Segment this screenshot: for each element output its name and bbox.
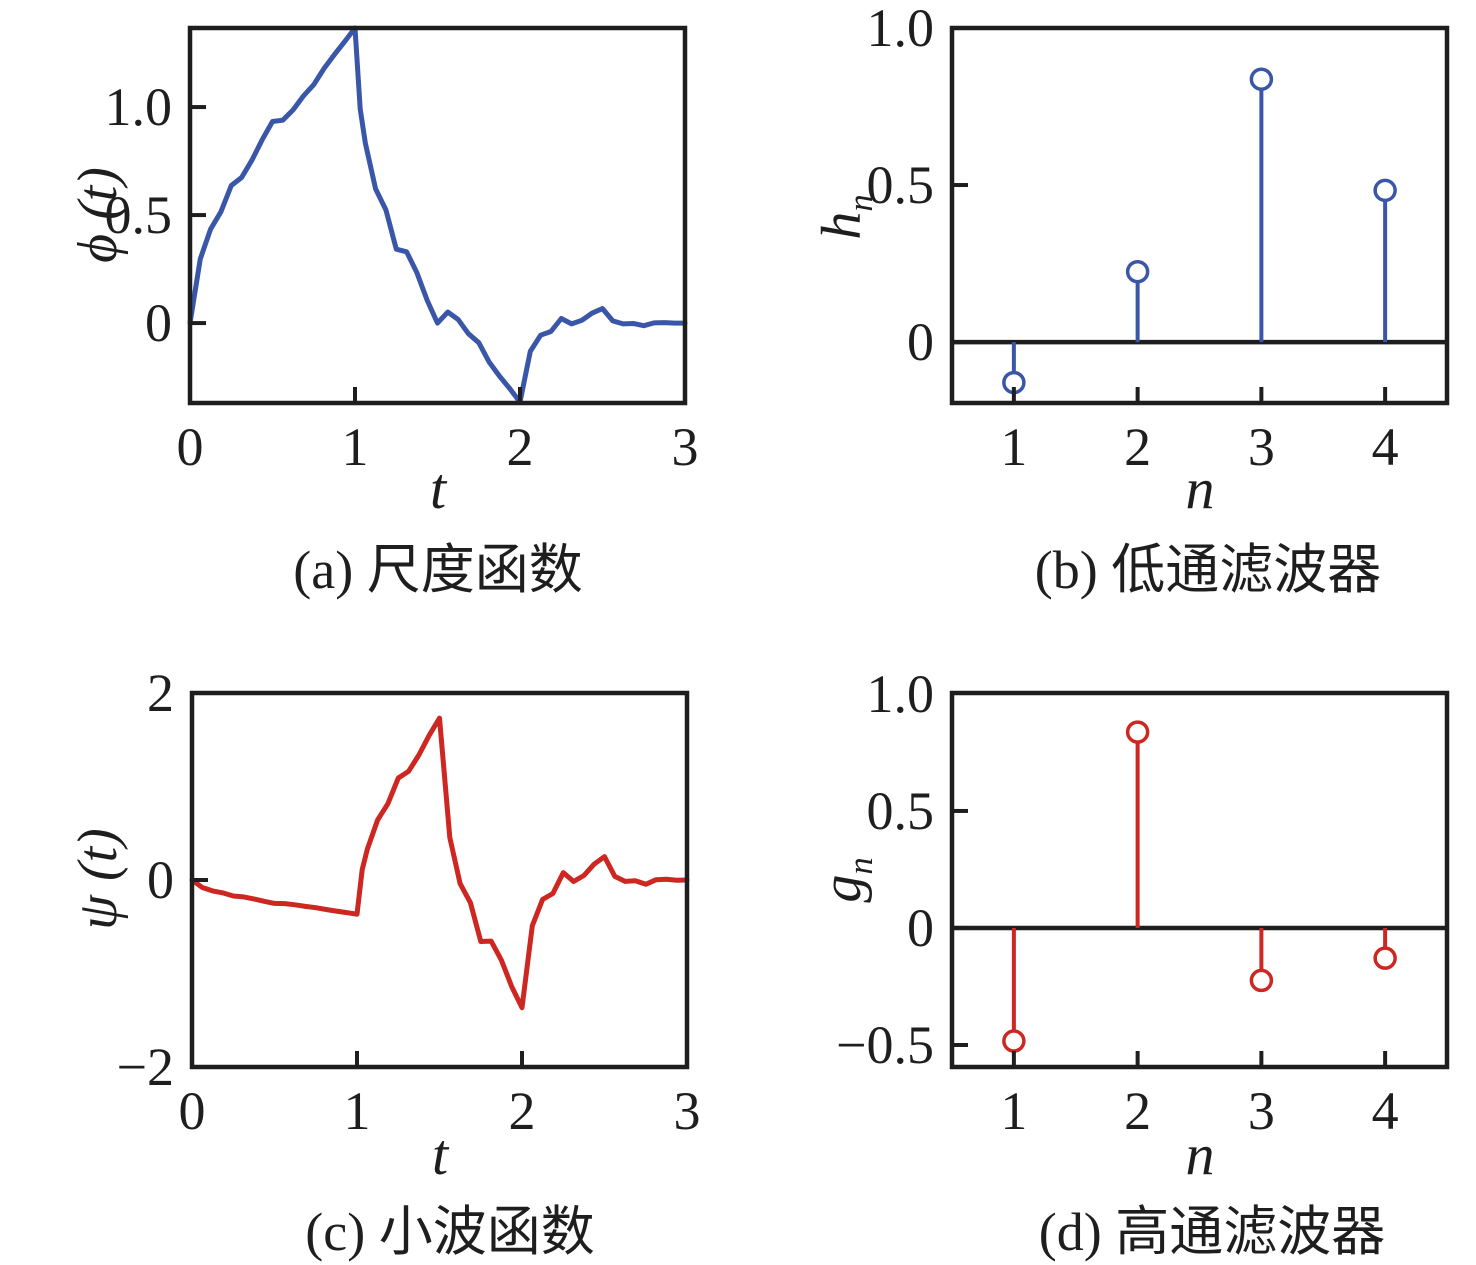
caption-d: (d) 高通滤波器 bbox=[1038, 1202, 1386, 1262]
x-tick-label: 2 bbox=[509, 1081, 536, 1141]
x-axis-label-t-c: t bbox=[431, 1122, 449, 1187]
x-tick-label: 3 bbox=[674, 1081, 701, 1141]
caption-b: (b) 低通滤波器 bbox=[1034, 540, 1382, 600]
y-tick-label: 0 bbox=[147, 850, 174, 910]
x-axis-label-n-d: n bbox=[1185, 1122, 1215, 1187]
stem-marker bbox=[1249, 968, 1274, 993]
x-tick-label: 2 bbox=[507, 417, 534, 477]
y-axis-label-gn: gn bbox=[811, 857, 881, 903]
y-tick-label: −2 bbox=[117, 1037, 174, 1097]
y-tick-label: 1.0 bbox=[105, 77, 173, 137]
x-tick-label: 1 bbox=[342, 417, 369, 477]
stem-marker bbox=[1373, 178, 1397, 203]
caption-c: (c) 小波函数 bbox=[305, 1202, 595, 1262]
x-axis-label-n-b: n bbox=[1185, 456, 1215, 521]
x-tick-label: 3 bbox=[672, 417, 699, 477]
plot-frame bbox=[949, 690, 1450, 1070]
x-tick-label: 1 bbox=[344, 1081, 371, 1141]
stem-marker bbox=[1373, 946, 1397, 970]
y-tick-label: 1.0 bbox=[867, 0, 935, 58]
plot-frame bbox=[189, 690, 690, 1070]
x-tick-label: 2 bbox=[1124, 417, 1151, 477]
stem-marker bbox=[1125, 720, 1150, 744]
psi-curve bbox=[189, 715, 690, 1011]
panel-b: 1 2 3 4 0 0.5 1.0 bbox=[867, 0, 1450, 477]
caption-a: (a) 尺度函数 bbox=[293, 540, 583, 600]
x-tick-label: 0 bbox=[177, 417, 204, 477]
y-tick-label: 0 bbox=[907, 312, 934, 372]
y-axis-label-hn: hn bbox=[811, 194, 881, 240]
x-tick-label: 4 bbox=[1372, 417, 1399, 477]
y-tick-label: 2 bbox=[147, 663, 174, 723]
x-tick-label: 3 bbox=[1248, 1081, 1275, 1141]
y-tick-label: 0.5 bbox=[105, 185, 173, 245]
y-tick-label: 0.5 bbox=[867, 781, 935, 841]
x-tick-label: 2 bbox=[1124, 1081, 1151, 1141]
stem-marker bbox=[1249, 67, 1274, 91]
y-tick-label: 0.5 bbox=[867, 155, 935, 215]
y-tick-label: −0.5 bbox=[836, 1015, 934, 1075]
x-tick-label: 1 bbox=[1000, 417, 1027, 477]
x-tick-label: 0 bbox=[179, 1081, 206, 1141]
plot-frame bbox=[949, 25, 1450, 406]
stem-marker bbox=[1002, 1029, 1026, 1053]
x-axis-label-t-a: t bbox=[429, 456, 447, 521]
panel-d: 1 2 3 4 −0.5 0 0.5 1.0 bbox=[836, 664, 1450, 1141]
stem-marker bbox=[1125, 259, 1150, 284]
phi-curve bbox=[187, 25, 688, 405]
panel-a: 0 1 2 3 0 0.5 1.0 bbox=[105, 25, 699, 477]
y-tick-label: 0 bbox=[145, 293, 172, 353]
plot-frame bbox=[187, 25, 688, 406]
panel-c: 0 1 2 3−202 bbox=[117, 663, 701, 1141]
y-tick-label: 1.0 bbox=[867, 664, 935, 724]
y-axis-label-phi: ϕ (t) bbox=[67, 167, 129, 263]
x-tick-label: 1 bbox=[1000, 1081, 1027, 1141]
x-tick-label: 4 bbox=[1372, 1081, 1399, 1141]
y-axis-label-psi: ψ (t) bbox=[67, 828, 129, 930]
y-tick-label: 0 bbox=[907, 898, 934, 958]
x-tick-label: 3 bbox=[1248, 417, 1275, 477]
